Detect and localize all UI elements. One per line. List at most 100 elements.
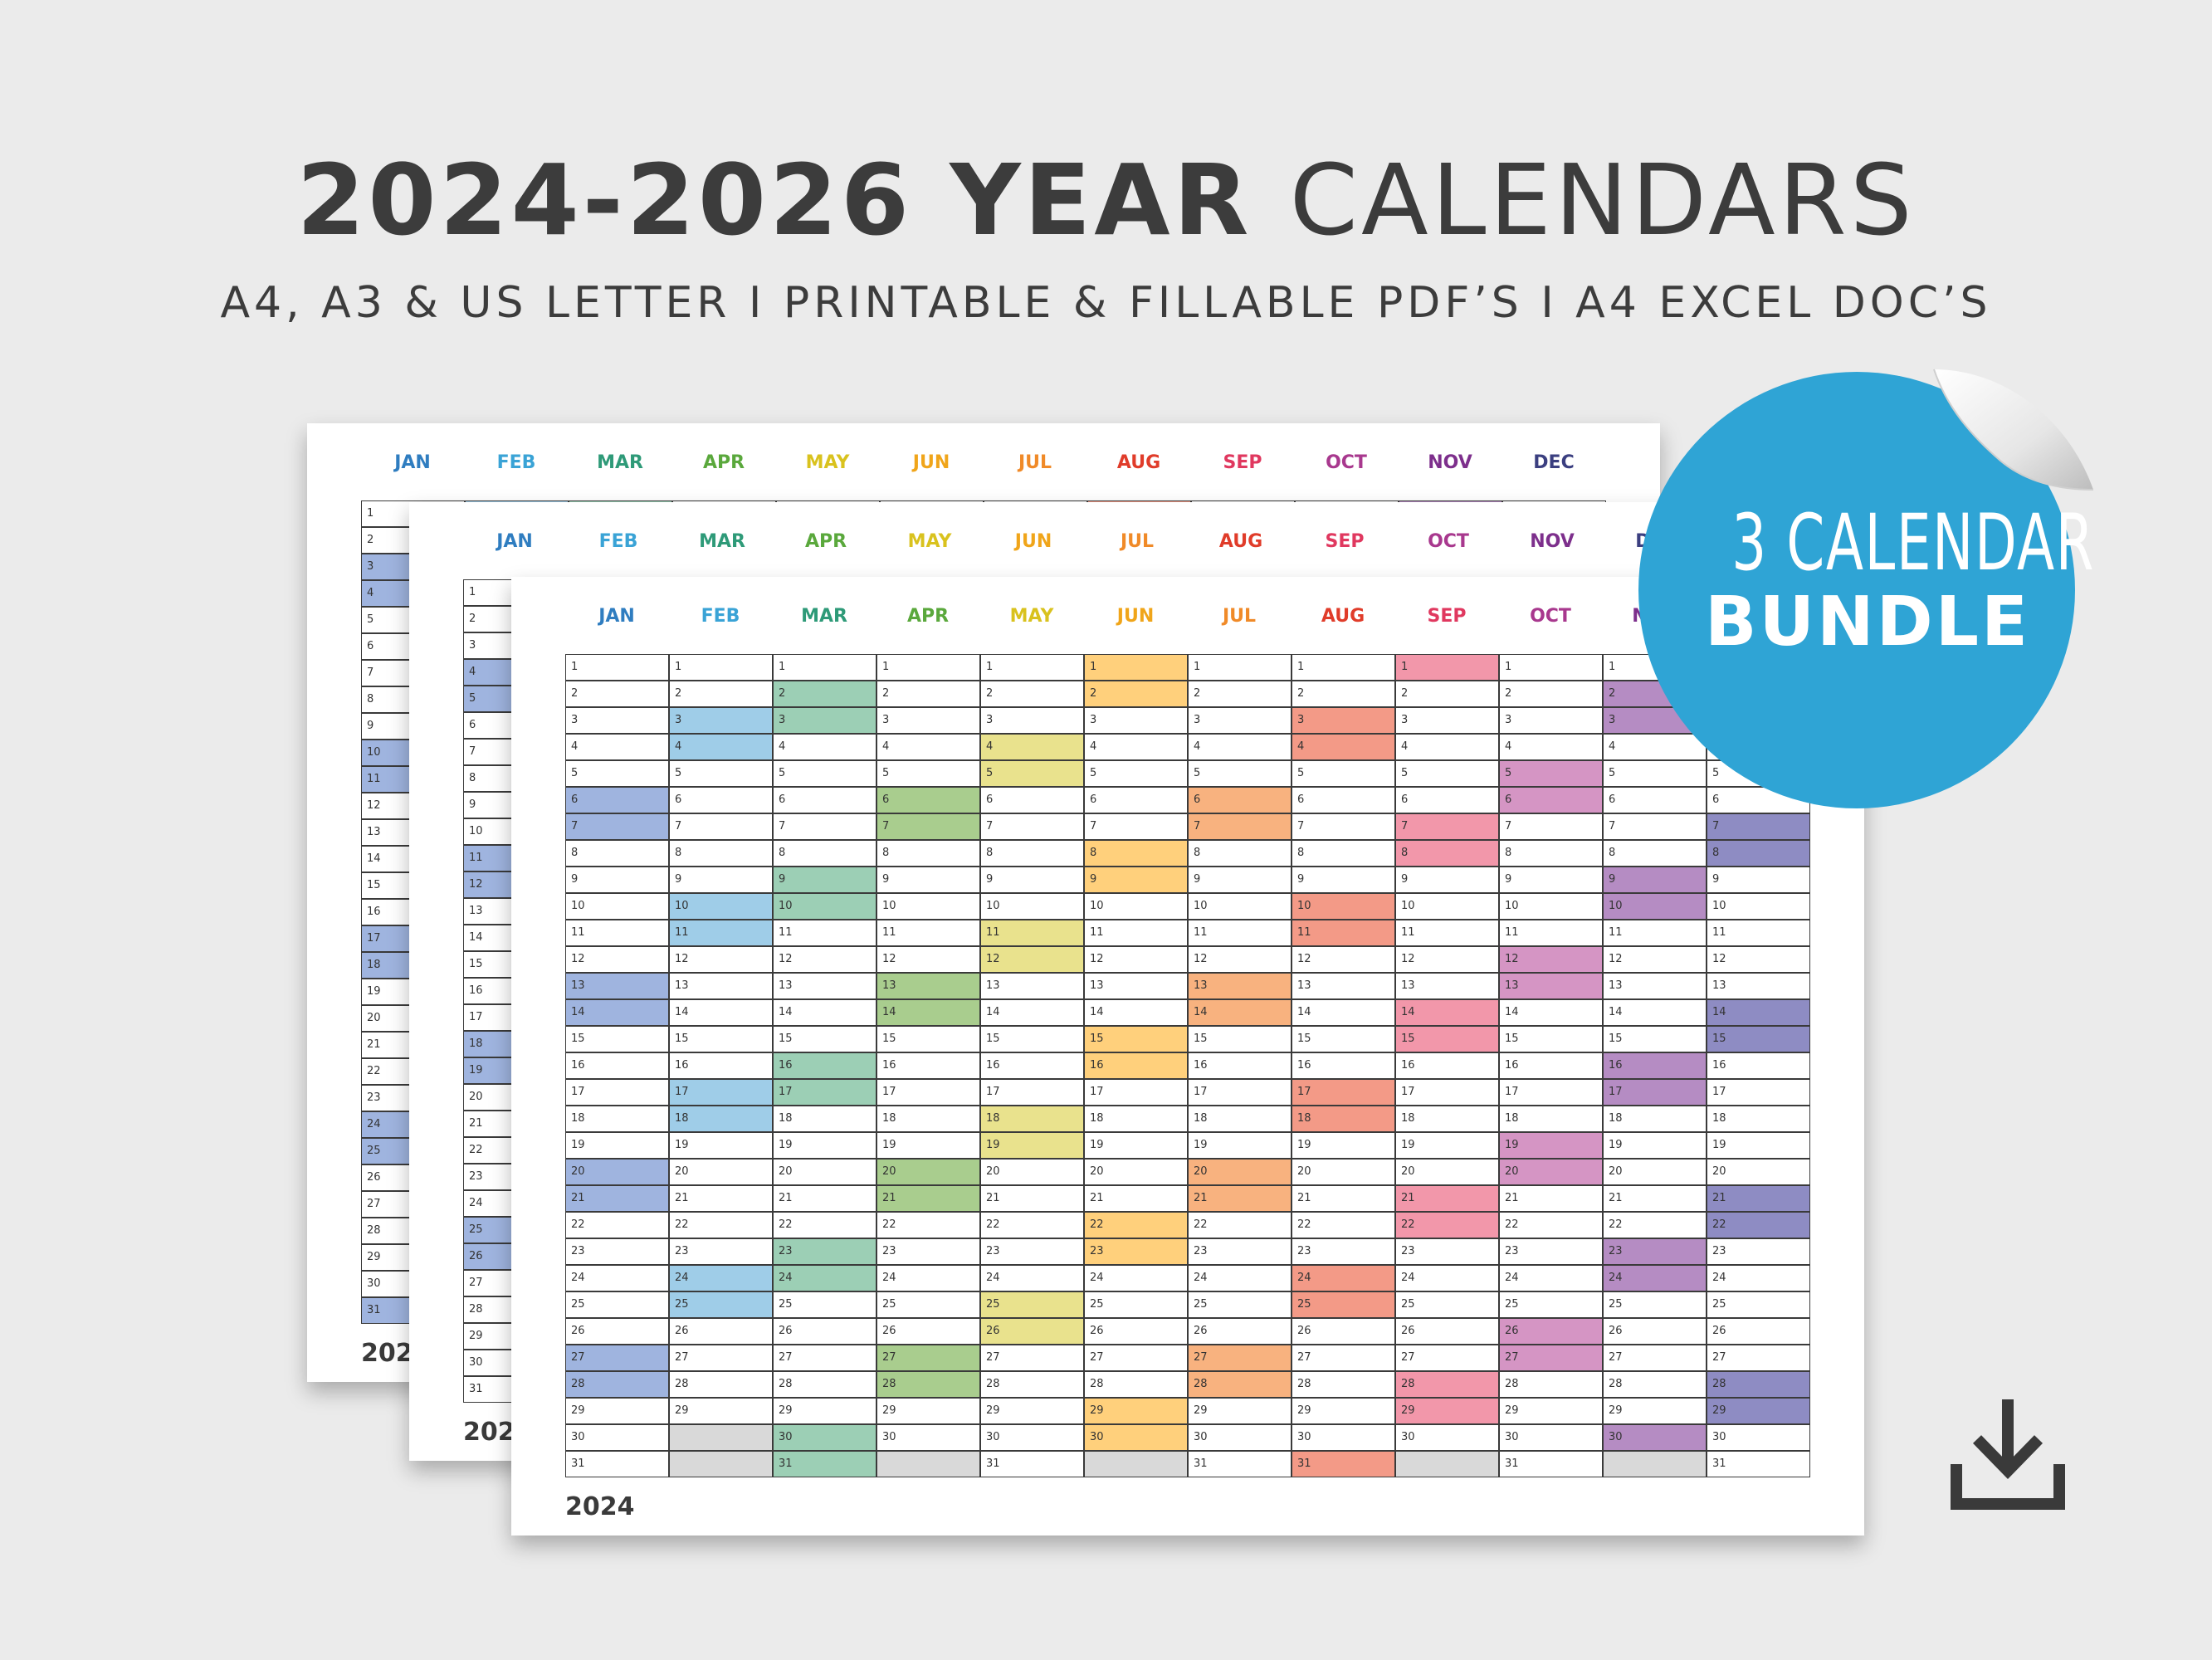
day-cell[interactable]: 14: [1603, 999, 1707, 1026]
day-cell[interactable]: 10: [1188, 893, 1292, 920]
day-cell[interactable]: 20: [1707, 1159, 1810, 1185]
day-cell[interactable]: 2: [1499, 681, 1603, 707]
day-cell[interactable]: 27: [980, 1345, 1084, 1371]
day-cell[interactable]: 9: [1188, 867, 1292, 893]
day-cell[interactable]: 29: [1707, 1398, 1810, 1424]
day-cell[interactable]: 6: [1292, 787, 1395, 813]
day-cell[interactable]: 11: [1292, 920, 1395, 946]
day-cell[interactable]: 23: [1499, 1238, 1603, 1265]
day-cell[interactable]: 27: [773, 1345, 876, 1371]
day-cell[interactable]: 28: [876, 1371, 980, 1398]
day-cell[interactable]: 23: [565, 1238, 669, 1265]
day-cell[interactable]: 22: [1395, 1212, 1499, 1238]
day-cell[interactable]: 14: [565, 999, 669, 1026]
day-cell[interactable]: 13: [565, 973, 669, 999]
day-cell[interactable]: 20: [1499, 1159, 1603, 1185]
day-cell[interactable]: 30: [1707, 1424, 1810, 1451]
day-cell[interactable]: 11: [1499, 920, 1603, 946]
day-cell[interactable]: 19: [876, 1132, 980, 1159]
day-cell[interactable]: 6: [669, 787, 773, 813]
day-cell[interactable]: 1: [669, 654, 773, 681]
day-cell[interactable]: 24: [876, 1265, 980, 1291]
day-cell[interactable]: 16: [773, 1052, 876, 1079]
day-cell[interactable]: 7: [1603, 813, 1707, 840]
day-cell[interactable]: 15: [669, 1026, 773, 1052]
day-cell[interactable]: 2: [876, 681, 980, 707]
day-cell[interactable]: 25: [1292, 1291, 1395, 1318]
day-cell[interactable]: 11: [980, 920, 1084, 946]
day-cell[interactable]: 28: [1603, 1371, 1707, 1398]
day-cell[interactable]: 3: [980, 707, 1084, 734]
day-cell[interactable]: 20: [669, 1159, 773, 1185]
day-cell[interactable]: 15: [1499, 1026, 1603, 1052]
day-cell[interactable]: 3: [1292, 707, 1395, 734]
day-cell[interactable]: 17: [1084, 1079, 1188, 1106]
day-cell[interactable]: 24: [773, 1265, 876, 1291]
day-cell[interactable]: 17: [1707, 1079, 1810, 1106]
day-cell[interactable]: 25: [565, 1291, 669, 1318]
day-cell[interactable]: 2: [1292, 681, 1395, 707]
day-cell[interactable]: 11: [565, 920, 669, 946]
day-cell[interactable]: 15: [1084, 1026, 1188, 1052]
day-cell[interactable]: 7: [1084, 813, 1188, 840]
day-cell[interactable]: 4: [1395, 734, 1499, 760]
day-cell[interactable]: 5: [1084, 760, 1188, 787]
day-cell[interactable]: 12: [1292, 946, 1395, 973]
day-cell[interactable]: 1: [876, 654, 980, 681]
day-cell[interactable]: 24: [1707, 1265, 1810, 1291]
day-cell[interactable]: 30: [1499, 1424, 1603, 1451]
day-cell[interactable]: 9: [1084, 867, 1188, 893]
day-cell[interactable]: 3: [1084, 707, 1188, 734]
day-cell[interactable]: 6: [980, 787, 1084, 813]
day-cell[interactable]: 6: [773, 787, 876, 813]
day-cell[interactable]: 21: [1395, 1185, 1499, 1212]
day-cell[interactable]: 9: [1707, 867, 1810, 893]
day-cell[interactable]: 18: [669, 1106, 773, 1132]
day-cell[interactable]: 27: [565, 1345, 669, 1371]
day-cell[interactable]: 22: [980, 1212, 1084, 1238]
day-cell[interactable]: 24: [1603, 1265, 1707, 1291]
day-cell[interactable]: 8: [1292, 840, 1395, 867]
day-cell[interactable]: 26: [565, 1318, 669, 1345]
day-cell[interactable]: 18: [1603, 1106, 1707, 1132]
day-cell[interactable]: 31: [980, 1451, 1084, 1477]
day-cell[interactable]: 5: [980, 760, 1084, 787]
day-cell[interactable]: 12: [1188, 946, 1292, 973]
day-cell[interactable]: 25: [1395, 1291, 1499, 1318]
day-cell[interactable]: 15: [1188, 1026, 1292, 1052]
day-cell[interactable]: 30: [876, 1424, 980, 1451]
day-cell[interactable]: 17: [980, 1079, 1084, 1106]
day-cell[interactable]: 10: [565, 893, 669, 920]
day-cell[interactable]: 18: [1395, 1106, 1499, 1132]
day-cell[interactable]: 15: [565, 1026, 669, 1052]
day-cell[interactable]: 4: [1603, 734, 1707, 760]
day-cell[interactable]: 20: [876, 1159, 980, 1185]
day-cell[interactable]: 21: [980, 1185, 1084, 1212]
day-cell[interactable]: 23: [669, 1238, 773, 1265]
day-cell[interactable]: 17: [565, 1079, 669, 1106]
day-cell[interactable]: 7: [1292, 813, 1395, 840]
day-cell[interactable]: 1: [1188, 654, 1292, 681]
day-cell[interactable]: 21: [1292, 1185, 1395, 1212]
day-cell[interactable]: 16: [1188, 1052, 1292, 1079]
day-cell[interactable]: 28: [669, 1371, 773, 1398]
day-cell[interactable]: 28: [1292, 1371, 1395, 1398]
day-cell[interactable]: 28: [1395, 1371, 1499, 1398]
day-cell[interactable]: 1: [1084, 654, 1188, 681]
day-cell[interactable]: 17: [773, 1079, 876, 1106]
day-cell[interactable]: 5: [1499, 760, 1603, 787]
day-cell[interactable]: 29: [876, 1398, 980, 1424]
day-cell[interactable]: 6: [1395, 787, 1499, 813]
day-cell[interactable]: 10: [1499, 893, 1603, 920]
day-cell[interactable]: 4: [1292, 734, 1395, 760]
day-cell[interactable]: 11: [1707, 920, 1810, 946]
day-cell[interactable]: 1: [773, 654, 876, 681]
day-cell[interactable]: 25: [980, 1291, 1084, 1318]
day-cell[interactable]: 21: [1707, 1185, 1810, 1212]
day-cell[interactable]: 3: [669, 707, 773, 734]
day-cell[interactable]: 16: [1395, 1052, 1499, 1079]
day-cell[interactable]: 17: [1603, 1079, 1707, 1106]
day-cell[interactable]: 4: [773, 734, 876, 760]
day-cell[interactable]: 15: [1395, 1026, 1499, 1052]
day-cell[interactable]: 18: [1707, 1106, 1810, 1132]
